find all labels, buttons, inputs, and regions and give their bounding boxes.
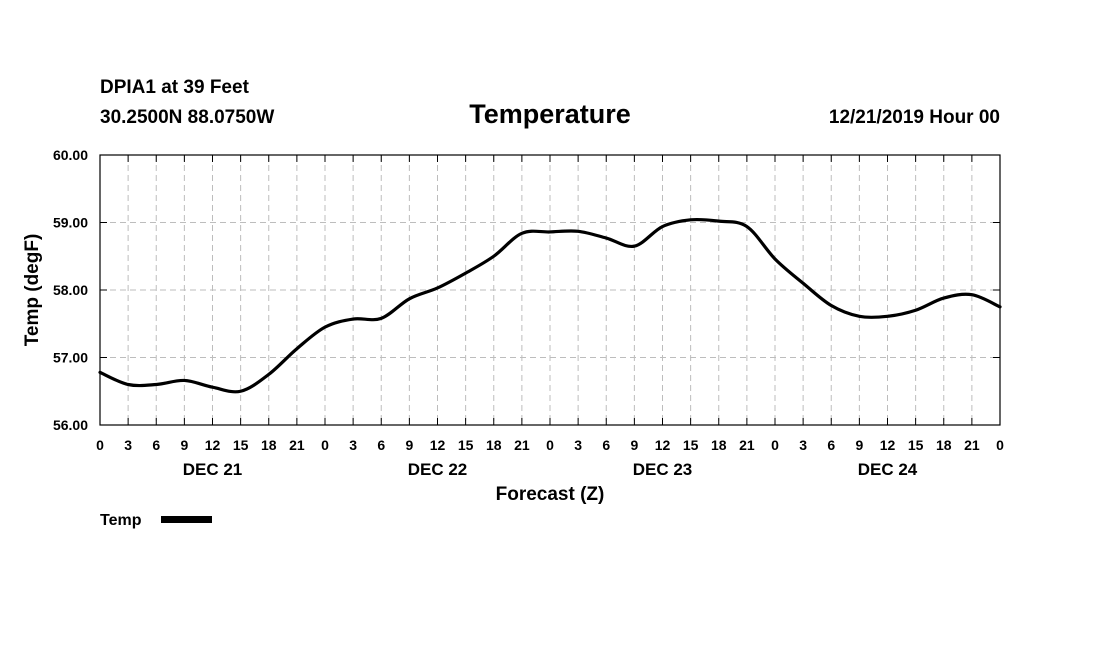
day-label: DEC 21 bbox=[183, 460, 243, 479]
x-tick-label: 21 bbox=[739, 437, 755, 453]
y-tick-label: 58.00 bbox=[53, 282, 88, 298]
day-labels: DEC 21 DEC 22 DEC 23 DEC 24 bbox=[183, 460, 918, 479]
x-tick-label: 0 bbox=[996, 437, 1004, 453]
x-tick-label: 6 bbox=[152, 437, 160, 453]
y-tick-label: 60.00 bbox=[53, 147, 88, 163]
x-tick-label: 18 bbox=[936, 437, 952, 453]
x-tick-label: 9 bbox=[180, 437, 188, 453]
x-tick-label: 0 bbox=[96, 437, 104, 453]
grid-lines bbox=[100, 155, 1000, 425]
axis-ticks bbox=[99, 154, 1001, 426]
y-axis-label: Temp (degF) bbox=[22, 234, 43, 347]
station-label: DPIA1 at 39 Feet bbox=[100, 77, 249, 98]
x-tick-label: 12 bbox=[205, 437, 221, 453]
x-tick-label: 9 bbox=[630, 437, 638, 453]
x-tick-label: 12 bbox=[880, 437, 896, 453]
day-label: DEC 22 bbox=[408, 460, 468, 479]
x-tick-label: 3 bbox=[349, 437, 357, 453]
x-tick-label: 18 bbox=[711, 437, 727, 453]
x-tick-label: 0 bbox=[771, 437, 779, 453]
x-tick-label: 15 bbox=[683, 437, 699, 453]
x-tick-label: 3 bbox=[124, 437, 132, 453]
x-tick-label: 6 bbox=[602, 437, 610, 453]
x-tick-label: 12 bbox=[430, 437, 446, 453]
x-tick-label: 3 bbox=[574, 437, 582, 453]
x-tick-label: 15 bbox=[458, 437, 474, 453]
x-tick-label: 21 bbox=[964, 437, 980, 453]
x-tick-label: 0 bbox=[321, 437, 329, 453]
x-tick-label: 21 bbox=[289, 437, 305, 453]
x-tick-labels: 0 3 6 9 12 15 18 21 0 3 6 9 12 15 18 21 0 3 6 9 12 15 18 21 0 3 6 9… bbox=[96, 437, 1004, 453]
day-label: DEC 23 bbox=[633, 460, 693, 479]
x-tick-label: 18 bbox=[261, 437, 277, 453]
x-tick-label: 12 bbox=[655, 437, 671, 453]
x-tick-label: 9 bbox=[405, 437, 413, 453]
legend-swatch bbox=[161, 516, 212, 523]
x-axis-label: Forecast (Z) bbox=[496, 484, 605, 505]
x-tick-label: 0 bbox=[546, 437, 554, 453]
y-tick-labels: 56.00 57.00 58.00 59.00 60.00 bbox=[53, 147, 88, 433]
x-tick-label: 18 bbox=[486, 437, 502, 453]
temp-series-line bbox=[98, 217, 1002, 394]
coordinates-label: 30.2500N 88.0750W bbox=[100, 107, 275, 128]
legend-label: Temp bbox=[100, 512, 142, 529]
y-tick-label: 59.00 bbox=[53, 215, 88, 231]
x-tick-label: 21 bbox=[514, 437, 530, 453]
x-tick-label: 6 bbox=[377, 437, 385, 453]
chart-title: Temperature bbox=[469, 99, 631, 129]
y-tick-label: 56.00 bbox=[53, 417, 88, 433]
forecast-init-time: 12/21/2019 Hour 00 bbox=[828, 107, 1000, 128]
plot-frame bbox=[99, 154, 1001, 426]
x-tick-label: 9 bbox=[855, 437, 863, 453]
x-tick-label: 15 bbox=[908, 437, 924, 453]
day-label: DEC 24 bbox=[858, 460, 918, 479]
x-tick-label: 6 bbox=[827, 437, 835, 453]
x-tick-label: 3 bbox=[799, 437, 807, 453]
x-tick-label: 15 bbox=[233, 437, 249, 453]
y-tick-label: 57.00 bbox=[53, 350, 88, 366]
